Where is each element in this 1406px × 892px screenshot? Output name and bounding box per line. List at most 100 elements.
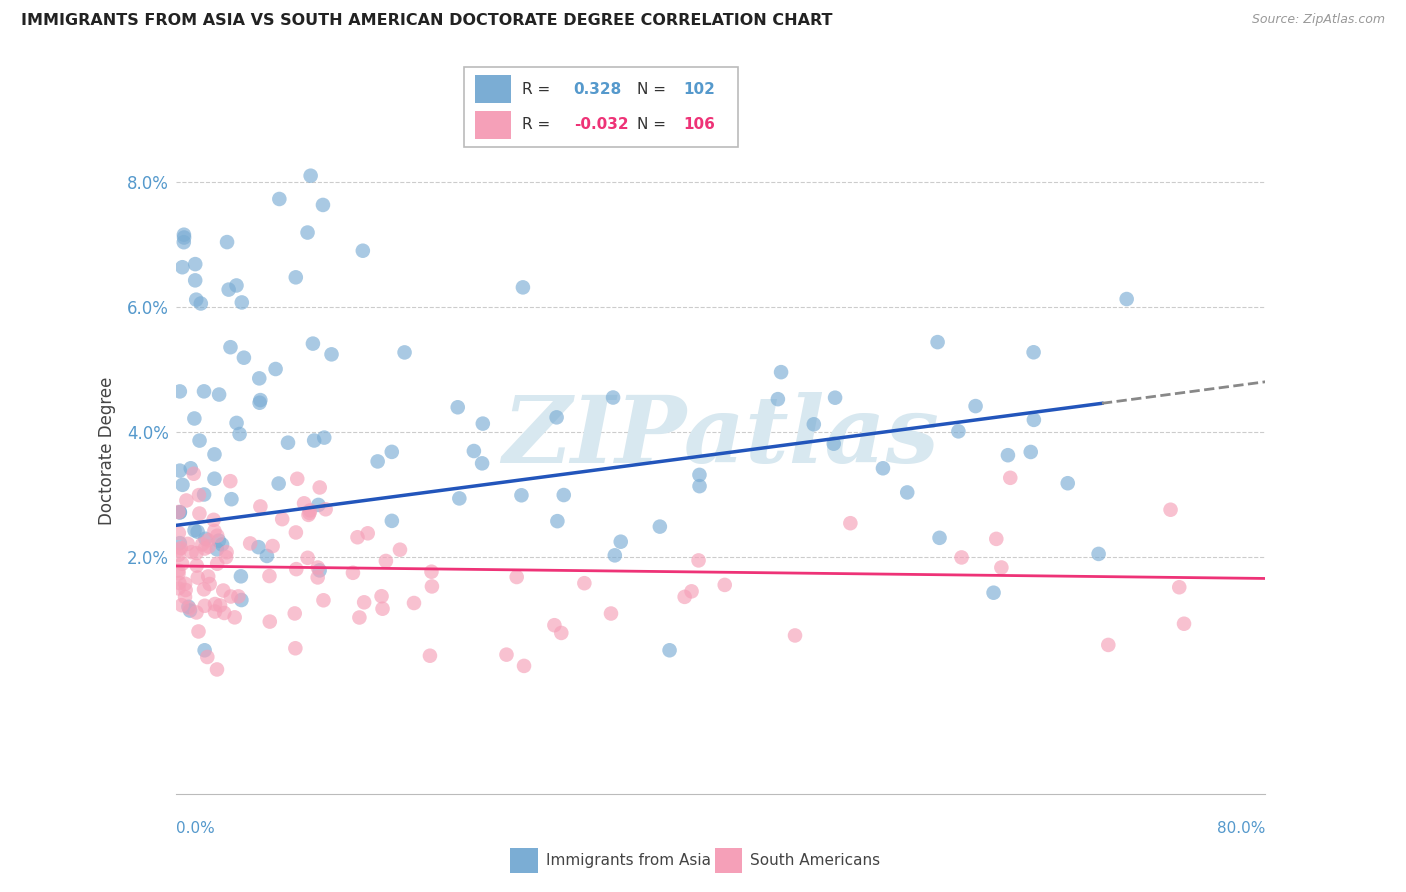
Point bbox=[215, 545, 238, 559]
Text: Source: ZipAtlas.com: Source: ZipAtlas.com bbox=[1251, 13, 1385, 27]
Point bbox=[259, 615, 281, 629]
Point bbox=[648, 519, 671, 533]
Point bbox=[471, 417, 494, 431]
Point bbox=[167, 564, 190, 578]
Point bbox=[353, 595, 375, 609]
Bar bbox=[510, 848, 537, 873]
Point bbox=[420, 579, 443, 593]
Point bbox=[205, 557, 228, 571]
Point bbox=[256, 549, 278, 563]
Point bbox=[312, 198, 335, 212]
Text: N =: N = bbox=[637, 82, 665, 97]
Point bbox=[928, 531, 950, 545]
Point bbox=[308, 480, 330, 494]
Point bbox=[194, 541, 217, 556]
Point bbox=[986, 532, 1008, 546]
Point bbox=[1168, 580, 1191, 594]
Bar bbox=[714, 848, 742, 873]
Point bbox=[219, 474, 242, 488]
Point bbox=[312, 593, 335, 607]
Point bbox=[183, 411, 205, 425]
Point bbox=[299, 503, 322, 517]
Point bbox=[314, 431, 336, 445]
Point bbox=[688, 553, 710, 567]
Point bbox=[173, 235, 195, 250]
Point bbox=[262, 539, 284, 553]
Point bbox=[212, 583, 235, 598]
Point bbox=[997, 448, 1019, 462]
Point bbox=[169, 506, 191, 520]
Point bbox=[342, 566, 364, 580]
Point bbox=[225, 278, 247, 293]
Point bbox=[197, 540, 219, 554]
Point bbox=[247, 540, 270, 554]
Point bbox=[1022, 345, 1045, 359]
Point bbox=[839, 516, 862, 531]
Point bbox=[183, 524, 205, 538]
Text: R =: R = bbox=[522, 117, 550, 132]
Point bbox=[204, 472, 226, 486]
Point bbox=[463, 444, 485, 458]
Point bbox=[218, 283, 240, 297]
Point bbox=[187, 524, 209, 539]
Point bbox=[1160, 502, 1182, 516]
Point bbox=[983, 585, 1005, 599]
Point bbox=[471, 456, 494, 470]
Point bbox=[990, 560, 1012, 574]
Point bbox=[546, 410, 568, 425]
Point bbox=[197, 533, 219, 548]
Point bbox=[172, 557, 194, 571]
Point bbox=[184, 257, 207, 271]
Point bbox=[658, 643, 681, 657]
Point bbox=[1000, 471, 1022, 485]
Point bbox=[602, 391, 624, 405]
Point bbox=[1019, 445, 1042, 459]
Point bbox=[239, 536, 262, 550]
Point bbox=[823, 436, 845, 450]
Point bbox=[271, 512, 294, 526]
Text: 0.328: 0.328 bbox=[574, 82, 621, 97]
Point bbox=[688, 467, 710, 482]
Point bbox=[249, 396, 271, 410]
Point bbox=[186, 606, 208, 620]
Point bbox=[512, 280, 534, 294]
Point bbox=[193, 582, 215, 597]
Point bbox=[228, 590, 250, 604]
Point bbox=[285, 472, 308, 486]
Point bbox=[308, 563, 330, 577]
Point bbox=[215, 550, 238, 565]
Point bbox=[174, 582, 197, 597]
Point bbox=[204, 524, 226, 538]
Point bbox=[191, 537, 214, 551]
Point bbox=[167, 582, 190, 596]
Text: 106: 106 bbox=[683, 117, 716, 132]
Point bbox=[420, 565, 443, 579]
Point bbox=[1097, 638, 1119, 652]
Point bbox=[713, 578, 735, 592]
Point bbox=[950, 550, 973, 565]
Point bbox=[298, 506, 321, 520]
Point bbox=[299, 169, 322, 183]
Point bbox=[370, 589, 392, 603]
Point bbox=[927, 335, 949, 350]
Point bbox=[297, 508, 319, 522]
Point bbox=[193, 487, 215, 501]
Point bbox=[170, 541, 193, 555]
Point bbox=[188, 507, 211, 521]
Text: Immigrants from Asia: Immigrants from Asia bbox=[546, 854, 710, 868]
Text: ZIPatlas: ZIPatlas bbox=[502, 392, 939, 482]
Point bbox=[247, 371, 270, 385]
Point bbox=[603, 549, 626, 563]
Point bbox=[302, 336, 325, 351]
Point bbox=[292, 496, 315, 510]
Point bbox=[803, 417, 825, 432]
Point bbox=[174, 590, 197, 604]
Point bbox=[205, 529, 228, 543]
Point bbox=[231, 593, 253, 607]
Text: -0.032: -0.032 bbox=[574, 117, 628, 132]
Point bbox=[205, 542, 228, 557]
Text: 102: 102 bbox=[683, 82, 716, 97]
Text: South Americans: South Americans bbox=[751, 854, 880, 868]
Point bbox=[214, 606, 236, 620]
Point bbox=[259, 569, 281, 583]
